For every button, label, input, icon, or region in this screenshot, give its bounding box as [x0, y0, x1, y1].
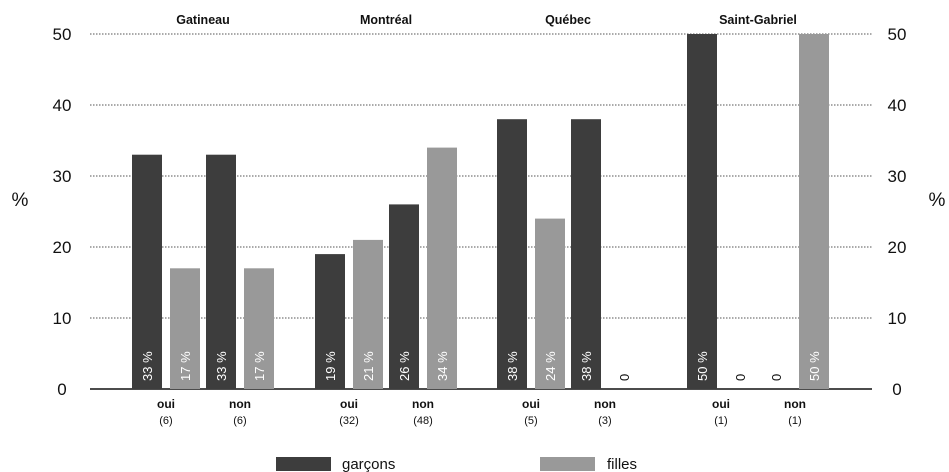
- data-label: 24 %: [543, 351, 558, 381]
- bar-filles: [535, 218, 565, 389]
- legend-label-filles: filles: [607, 456, 637, 472]
- bars: [132, 34, 829, 389]
- bar-garcons: [206, 154, 236, 389]
- legend-swatch-filles: [540, 457, 595, 471]
- data-label: 26 %: [397, 351, 412, 381]
- y-tick-label-right: 50: [888, 25, 907, 44]
- legend-label-garcons: garçons: [342, 456, 395, 472]
- data-label: 21 %: [361, 351, 376, 381]
- bar-garcons: [389, 204, 419, 389]
- category-label: non: [784, 397, 806, 411]
- group-label: Saint-Gabriel: [719, 13, 797, 27]
- y-tick-label-left: 0: [57, 380, 66, 399]
- bar-filles: [799, 34, 829, 389]
- bar-garcons: [571, 119, 601, 389]
- y-axis-label-left: %: [12, 190, 29, 211]
- bar-filles: [244, 268, 274, 389]
- category-label: non: [412, 397, 434, 411]
- data-label: 17 %: [252, 351, 267, 381]
- group-label: Montréal: [360, 13, 412, 27]
- category-label: non: [229, 397, 251, 411]
- category-label: oui: [340, 397, 358, 411]
- y-tick-label-left: 50: [53, 25, 72, 44]
- bar-garcons: [132, 154, 162, 389]
- data-label: 33 %: [140, 351, 155, 381]
- group-label: Gatineau: [176, 13, 230, 27]
- bar-garcons: [315, 254, 345, 389]
- data-label: 38 %: [579, 351, 594, 381]
- y-tick-label-right: 0: [892, 380, 901, 399]
- data-label: 0: [769, 374, 784, 381]
- y-axis-label-right: %: [929, 190, 946, 211]
- y-tick-label-left: 20: [53, 238, 72, 257]
- category-count-label: (1): [714, 415, 727, 427]
- category-count-label: (1): [788, 415, 801, 427]
- category-count-label: (32): [339, 415, 359, 427]
- category-label: oui: [712, 397, 730, 411]
- y-tick-label-right: 40: [888, 96, 907, 115]
- bar-filles: [170, 268, 200, 389]
- bar-filles: [353, 239, 383, 389]
- group-label: Québec: [545, 13, 591, 27]
- bar-garcons: [687, 34, 717, 389]
- category-count-label: (48): [413, 415, 433, 427]
- data-label: 19 %: [323, 351, 338, 381]
- y-tick-label-left: 10: [53, 309, 72, 328]
- category-label: oui: [157, 397, 175, 411]
- category-count-label: (6): [159, 415, 172, 427]
- data-label: 34 %: [435, 351, 450, 381]
- bar-garcons: [497, 119, 527, 389]
- y-tick-label-right: 10: [888, 309, 907, 328]
- y-tick-label-right: 30: [888, 167, 907, 186]
- category-label: oui: [522, 397, 540, 411]
- y-tick-label-left: 40: [53, 96, 72, 115]
- bar-filles: [427, 147, 457, 389]
- data-label: 50 %: [695, 351, 710, 381]
- data-label: 17 %: [178, 351, 193, 381]
- labels: 0 0 10 10 20 20 30 30 40 40 50 50% % Gatineau oui (6) 33…: [12, 13, 946, 427]
- data-label: 0: [617, 374, 632, 381]
- legend-swatch-garcons: [276, 457, 331, 471]
- data-label: 0: [733, 374, 748, 381]
- data-label: 50 %: [807, 351, 822, 381]
- y-tick-label-left: 30: [53, 167, 72, 186]
- y-tick-label-right: 20: [888, 238, 907, 257]
- category-label: non: [594, 397, 616, 411]
- category-count-label: (5): [524, 415, 537, 427]
- category-count-label: (6): [233, 415, 246, 427]
- data-label: 33 %: [214, 351, 229, 381]
- legend: garçons filles: [276, 456, 637, 472]
- category-count-label: (3): [598, 415, 611, 427]
- data-label: 38 %: [505, 351, 520, 381]
